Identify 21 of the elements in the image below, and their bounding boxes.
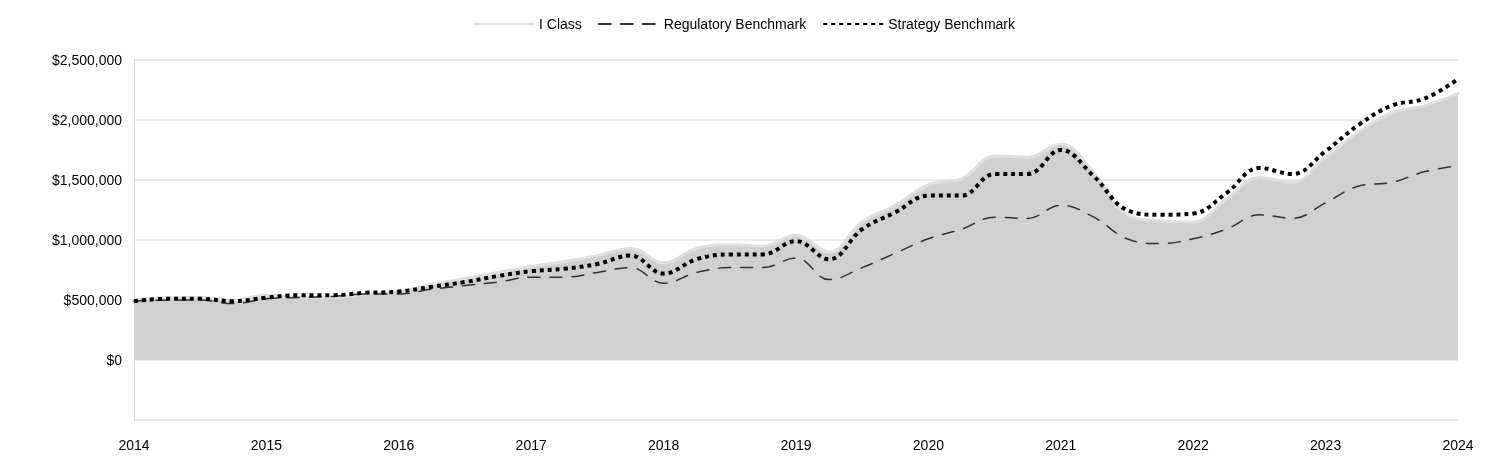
legend-label: Strategy Benchmark (888, 16, 1017, 32)
y-tick-label: $2,000,000 (51, 112, 123, 128)
x-tick-label: 2018 (648, 437, 680, 453)
x-tick-label: 2021 (1045, 437, 1077, 453)
x-tick-label: 2020 (912, 437, 945, 453)
x-tick-label: 2017 (515, 437, 547, 453)
legend-label: Regulatory Benchmark (663, 16, 808, 32)
y-tick-label: $0 (106, 352, 123, 368)
line-series (132, 77, 1460, 304)
x-tick-label: 2014 (118, 437, 150, 453)
x-tick-label: 2022 (1177, 437, 1209, 453)
legend-label: I Class (538, 16, 582, 32)
y-tick-label: $1,000,000 (51, 232, 123, 248)
y-tick-label: $1,500,000 (51, 172, 123, 188)
x-tick-label: 2016 (383, 437, 415, 453)
x-tick-label: 2019 (780, 437, 812, 453)
x-tick-label: 2024 (1442, 437, 1474, 453)
y-tick-label: $2,500,000 (51, 52, 123, 68)
x-tick-label: 2023 (1310, 437, 1342, 453)
x-tick-label: 2015 (250, 437, 283, 453)
y-tick-label: $500,000 (63, 292, 123, 308)
